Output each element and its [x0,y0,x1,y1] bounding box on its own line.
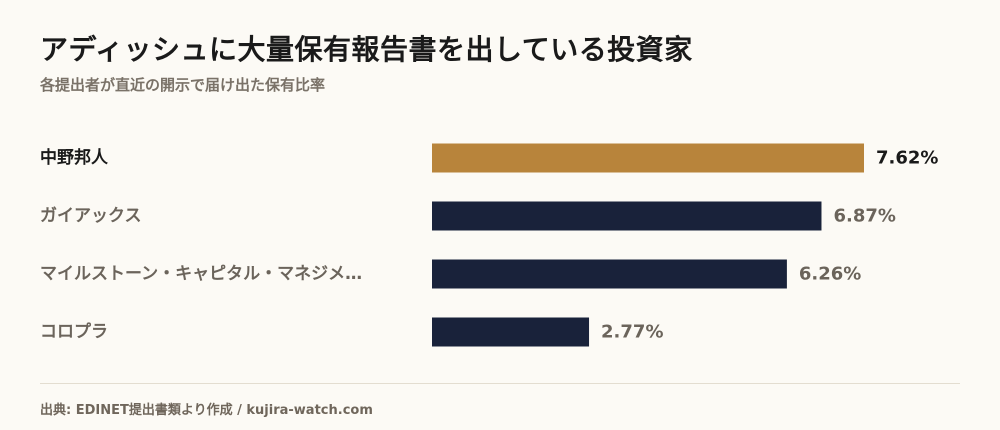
category-label: マイルストーン・キャピタル・マネジメ… [40,264,362,284]
value-label: 6.87% [833,206,895,227]
chart-subtitle: 各提出者が直近の開示で届け出た保有比率 [40,76,326,94]
category-label: コロプラ [40,321,108,342]
bar [432,259,787,289]
bar [432,201,822,231]
bar-chart: 中野邦人 7.62% ガイアックス 6.87% マイルストーン・キャピタル・マネジメ… 6… [40,143,938,347]
footer-divider [40,383,960,384]
value-label: 7.62% [876,148,938,169]
category-label: 中野邦人 [40,147,109,168]
value-label: 6.26% [799,264,861,285]
bar [432,317,590,347]
category-label: ガイアックス [40,206,142,226]
value-label: 2.77% [601,322,663,343]
source-note: 出典: EDINET提出書類より作成 / kujira-watch.com [40,403,373,418]
chart-title: アディッシュに大量保有報告書を出している投資家 [40,33,693,66]
bar [432,143,864,173]
